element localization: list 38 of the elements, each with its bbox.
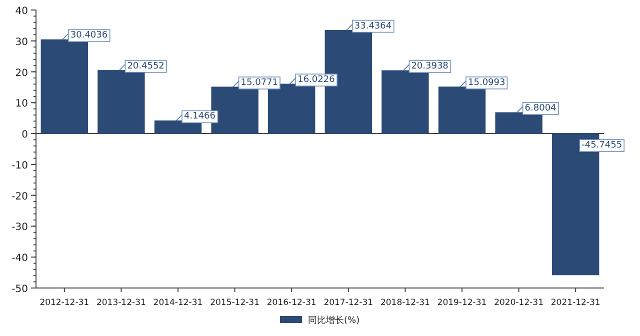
y-tick-label: -40: [12, 253, 28, 264]
data-label: 6.8004: [524, 104, 557, 114]
x-tick-label: 2021-12-31: [550, 298, 600, 308]
x-tick-label: 2020-12-31: [494, 298, 544, 308]
data-label: 16.0226: [298, 75, 336, 86]
x-tick-label: 2013-12-31: [96, 298, 146, 308]
x-tick-label: 2015-12-31: [210, 298, 260, 308]
bar: [98, 70, 145, 134]
y-tick-label: 10: [15, 98, 28, 110]
legend-label: 同比增长(%): [308, 315, 360, 326]
data-label: 33.4364: [354, 21, 392, 32]
data-label: 20.4552: [127, 61, 164, 72]
y-tick-label: 20: [15, 68, 28, 79]
data-label: -45.7455: [582, 140, 622, 151]
y-tick-label: -50: [12, 284, 28, 295]
data-label: 15.0771: [240, 78, 278, 88]
y-tick-label: -10: [12, 160, 28, 172]
bar: [495, 112, 542, 134]
x-tick-label: 2012-12-31: [40, 298, 90, 308]
bar: [382, 70, 429, 134]
data-label: 30.4036: [70, 30, 108, 41]
y-tick-label: 30: [15, 36, 28, 48]
x-tick-label: 2016-12-31: [266, 298, 316, 308]
x-tick-label: 2019-12-31: [437, 298, 487, 308]
y-tick-label: 40: [15, 6, 28, 17]
x-tick-label: 2017-12-31: [324, 298, 374, 308]
data-label: 4.1466: [184, 112, 216, 122]
data-label: 20.3938: [411, 62, 449, 72]
y-tick-label: -20: [12, 191, 28, 202]
data-label: 15.0993: [468, 78, 506, 88]
bar: [268, 84, 316, 134]
x-tick-label: 2014-12-31: [153, 298, 203, 308]
bar: [438, 86, 486, 134]
y-tick-label: -30: [12, 222, 28, 234]
y-tick-label: 0: [22, 130, 28, 141]
bar: [40, 39, 88, 134]
x-tick-label: 2018-12-31: [380, 298, 430, 308]
bar: [154, 120, 202, 134]
